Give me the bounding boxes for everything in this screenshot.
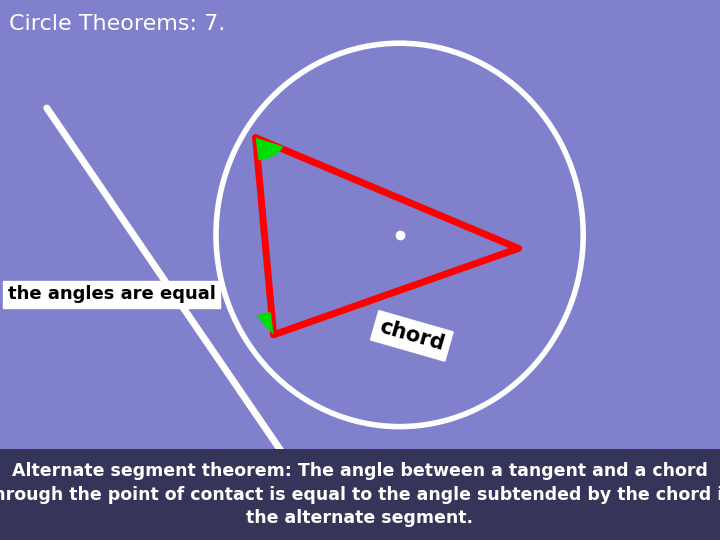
Text: Circle Theorems: 7.: Circle Theorems: 7. [9,14,225,33]
Wedge shape [256,138,284,160]
Bar [0,449,720,540]
Text: chord: chord [377,317,446,355]
Wedge shape [256,312,274,335]
Text: Alternate segment theorem: The angle between a tangent and a chord
through the p: Alternate segment theorem: The angle bet… [0,462,720,527]
Text: the angles are equal: the angles are equal [8,285,215,303]
